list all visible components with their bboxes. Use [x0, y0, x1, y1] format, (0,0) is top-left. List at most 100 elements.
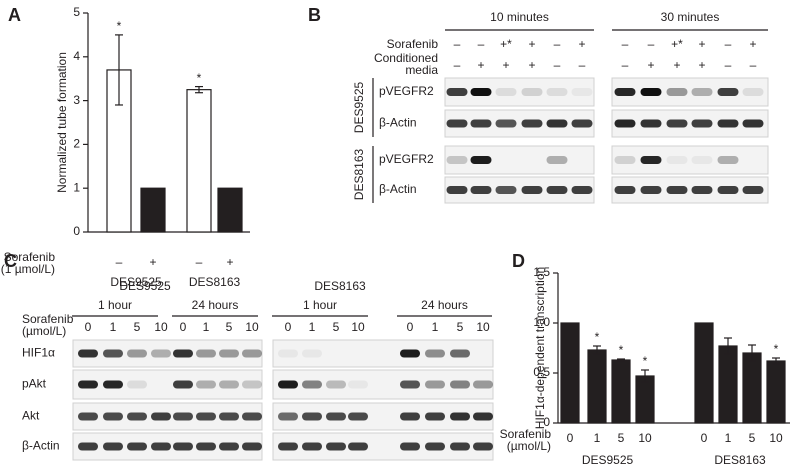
band [717, 156, 739, 164]
significance-label: * [774, 342, 779, 356]
band [326, 412, 346, 421]
significance-label: * [117, 19, 122, 33]
band [196, 442, 216, 451]
y-tick-label: 5 [73, 5, 80, 19]
band [196, 412, 216, 421]
band [151, 412, 171, 421]
band [521, 119, 543, 128]
dose-label: 1 [432, 320, 439, 334]
band [446, 119, 468, 128]
band [173, 442, 193, 451]
treatment-value: + [698, 58, 705, 72]
significance-label: * [197, 71, 202, 85]
band [103, 412, 123, 421]
band [691, 88, 713, 96]
bar [694, 322, 714, 424]
treatment-label: (1 µmol/L) [1, 262, 55, 276]
band [450, 412, 470, 421]
band [546, 119, 568, 128]
band [473, 350, 493, 358]
band [278, 349, 298, 358]
blot-strip [444, 176, 595, 204]
band [348, 350, 368, 358]
band [151, 349, 171, 358]
x-tick-label: + [226, 255, 233, 269]
dose-label: 10 [351, 320, 365, 334]
band [521, 186, 543, 194]
band [242, 412, 262, 421]
bar [186, 89, 212, 233]
bar [742, 352, 762, 424]
dose-label: 0 [285, 320, 292, 334]
band [546, 186, 568, 194]
group-label: DES9525 [110, 275, 162, 289]
treatment-value: – [554, 58, 561, 72]
treatment-value: + [578, 37, 585, 51]
dose-label: 5 [457, 320, 464, 334]
x-tick-label: 1 [725, 431, 732, 445]
x-tick-label: 5 [749, 431, 756, 445]
band [717, 119, 739, 128]
time-point: 30 minutes [661, 10, 720, 24]
dose-label: 10 [154, 320, 168, 334]
treatment-label: (µmol/L) [507, 439, 551, 453]
band [242, 442, 262, 451]
y-tick-label: 0 [73, 224, 80, 238]
band [546, 156, 568, 164]
group-label: DES9525 [582, 453, 634, 467]
band [278, 412, 298, 421]
band [742, 119, 764, 128]
band [450, 349, 470, 358]
treatment-value: + [647, 58, 654, 72]
dose-label: 1 [203, 320, 210, 334]
y-tick-label: 4 [73, 49, 80, 63]
band [78, 412, 98, 421]
panel-label: A [8, 5, 21, 25]
row-label: pAkt [22, 377, 47, 391]
band [103, 380, 123, 389]
dose-label: 0 [85, 320, 92, 334]
bar [560, 322, 580, 424]
blot-strip [611, 109, 769, 138]
band [495, 186, 517, 194]
band [640, 88, 662, 96]
treatment-label: media [405, 63, 438, 77]
treatment-value: + [528, 37, 535, 51]
band [425, 442, 445, 451]
x-tick-label: + [149, 255, 156, 269]
bar [217, 187, 243, 233]
row-label: β-Actin [379, 116, 417, 130]
band [743, 156, 764, 164]
treatment-value: + [528, 58, 535, 72]
treatment-value: – [478, 37, 485, 51]
significance-label: * [619, 343, 624, 357]
panel-label: B [308, 5, 321, 25]
row-label: pVEGFR2 [379, 84, 434, 98]
band [614, 119, 636, 128]
bar [140, 187, 166, 233]
band [278, 442, 298, 451]
y-tick-label: 1 [73, 180, 80, 194]
treatment-value: – [622, 37, 629, 51]
band [640, 156, 662, 164]
blot-strip [611, 145, 769, 175]
treatment-value: + [673, 58, 680, 72]
dose-label: 1 [110, 320, 117, 334]
band [78, 349, 98, 358]
y-tick-label: 0 [543, 415, 550, 429]
band [473, 442, 493, 451]
band [522, 156, 543, 164]
band [473, 380, 493, 389]
time-point: 1 hour [98, 298, 132, 312]
band [571, 186, 593, 194]
time-point: 24 hours [421, 298, 468, 312]
band [446, 88, 468, 96]
band [348, 412, 368, 421]
treatment-value: + [477, 58, 484, 72]
blot-strip [611, 176, 769, 204]
treatment-value: – [750, 58, 757, 72]
band [691, 186, 713, 194]
y-tick-label: 2 [73, 137, 80, 151]
x-tick-label: – [196, 255, 203, 269]
